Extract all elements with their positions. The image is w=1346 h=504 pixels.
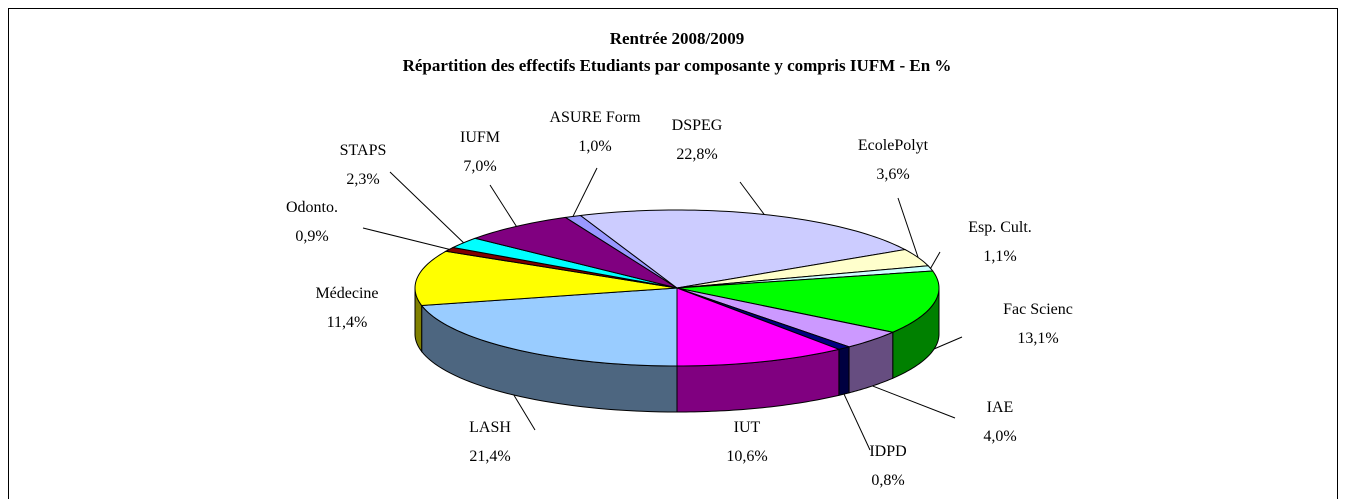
category-label: DSPEG (672, 117, 723, 134)
value-label: 0,9% (295, 228, 328, 245)
slice (676, 249, 930, 289)
slice (420, 287, 678, 367)
value-label: 1,1% (983, 248, 1016, 265)
leader-line (572, 167, 598, 217)
value-label: 22,8% (676, 146, 717, 163)
category-label: Esp. Cult. (968, 219, 1032, 236)
value-label: 3,6% (876, 166, 909, 183)
slice (676, 287, 895, 348)
category-label: IAE (987, 399, 1014, 416)
leader-line (362, 227, 450, 250)
category-label: STAPS (340, 142, 387, 159)
slice (676, 270, 940, 333)
value-label: 0,8% (871, 472, 904, 489)
value-label: 1,0% (578, 138, 611, 155)
slice (451, 237, 678, 289)
category-label: IDPD (869, 443, 906, 460)
leader-line (513, 394, 536, 431)
slice (414, 250, 678, 307)
chart-title: Rentrée 2008/2009 (610, 29, 745, 48)
leader-line (489, 184, 517, 227)
category-label: IUT (734, 419, 761, 436)
leader-line (389, 171, 464, 244)
value-label: 2,3% (346, 171, 379, 188)
category-label: EcolePolyt (858, 137, 929, 154)
value-label: 13,1% (1017, 330, 1058, 347)
leader-line (843, 393, 871, 451)
category-label: ASURE Form (549, 109, 641, 126)
leader-line (897, 197, 919, 258)
value-label: 4,0% (983, 428, 1016, 445)
leader-line (930, 251, 941, 269)
category-label: IUFM (460, 129, 500, 146)
slice (676, 287, 841, 367)
value-label: 7,0% (463, 158, 496, 175)
leader-line (934, 336, 963, 350)
category-label: LASH (469, 419, 511, 436)
category-label: Odonto. (286, 199, 338, 216)
slice-side (838, 346, 850, 396)
leader-line (739, 181, 765, 215)
value-label: 11,4% (327, 314, 368, 331)
value-label: 10,6% (726, 448, 767, 465)
leader-line (872, 385, 956, 419)
category-label: Médecine (315, 285, 378, 302)
slice (579, 209, 907, 289)
value-label: 21,4% (469, 448, 510, 465)
category-label: Fac Scienc (1003, 301, 1073, 318)
chart-subtitle: Répartition des effectifs Etudiants par … (403, 56, 952, 75)
